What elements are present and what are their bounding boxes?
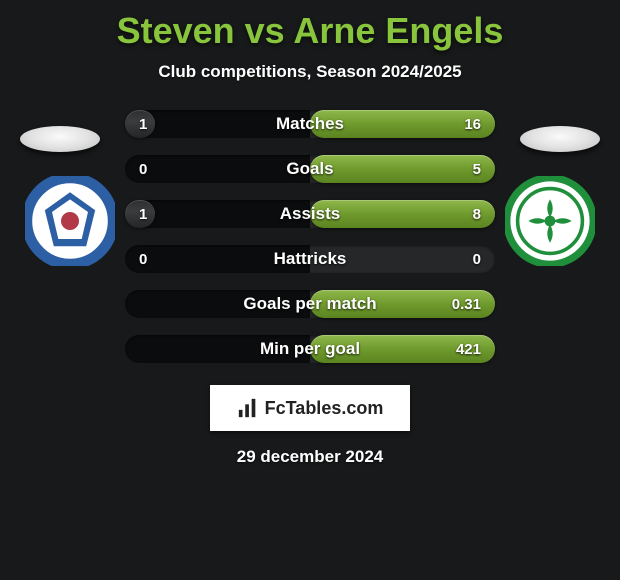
date: 29 december 2024 <box>0 447 620 467</box>
stat-row: 1 Assists 8 <box>125 200 495 228</box>
stat-label: Goals per match <box>125 294 495 314</box>
crest-left-icon <box>25 176 115 266</box>
stat-value-right: 0.31 <box>452 296 481 313</box>
player-disc-left <box>20 126 100 152</box>
stat-row: 0 Goals 5 <box>125 155 495 183</box>
watermark: FcTables.com <box>210 385 410 431</box>
stat-row: Goals per match 0.31 <box>125 290 495 318</box>
player-disc-right <box>520 126 600 152</box>
stat-row: 0 Hattricks 0 <box>125 245 495 273</box>
subtitle: Club competitions, Season 2024/2025 <box>0 62 620 82</box>
club-crest-left <box>25 176 115 266</box>
stat-row: 1 Matches 16 <box>125 110 495 138</box>
stat-value-right: 8 <box>473 206 481 223</box>
club-crest-right <box>505 176 595 266</box>
watermark-text: FcTables.com <box>265 398 384 419</box>
stat-label: Assists <box>125 204 495 224</box>
stat-value-right: 16 <box>464 116 481 133</box>
stats-container: 1 Matches 16 0 Goals 5 1 Assists 8 0 Hat… <box>125 110 495 363</box>
stat-row: Min per goal 421 <box>125 335 495 363</box>
bars-icon <box>237 397 259 419</box>
stat-label: Goals <box>125 159 495 179</box>
stat-label: Hattricks <box>125 249 495 269</box>
crest-right-icon <box>505 176 595 266</box>
stat-label: Matches <box>125 114 495 134</box>
page-title: Steven vs Arne Engels <box>0 0 620 52</box>
stat-value-right: 0 <box>473 251 481 268</box>
stat-value-right: 5 <box>473 161 481 178</box>
stat-value-right: 421 <box>456 341 481 358</box>
stat-label: Min per goal <box>125 339 495 359</box>
